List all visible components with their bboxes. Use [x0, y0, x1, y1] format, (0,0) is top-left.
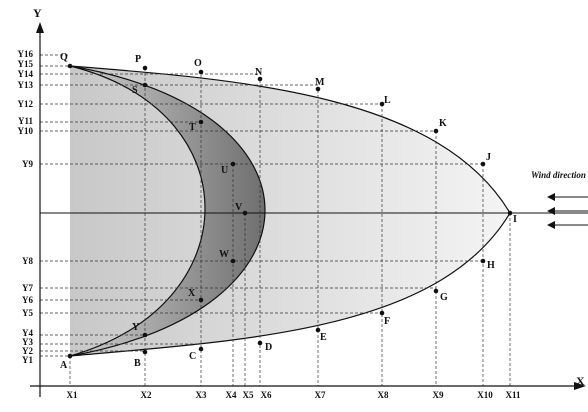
- marker-v: [242, 210, 248, 216]
- y-tick-y13: Y13: [18, 80, 34, 90]
- point-label-m: M: [315, 77, 325, 88]
- point-label-b: B: [134, 358, 141, 369]
- point-label-x: X: [188, 288, 196, 299]
- marker-a: [67, 353, 73, 359]
- wind-arrows: [547, 193, 588, 229]
- x-tick-x1: X1: [67, 390, 78, 400]
- point-label-n: N: [255, 67, 263, 78]
- wind-direction-label: Wind direction: [531, 170, 586, 180]
- y-tick-y3: Y3: [22, 337, 33, 347]
- x-axis-title: X: [576, 374, 585, 388]
- y-tick-y1: Y1: [22, 355, 33, 365]
- marker-m: [315, 86, 321, 92]
- y-tick-y16: Y16: [18, 49, 34, 59]
- point-markers: [67, 63, 513, 359]
- marker-f: [379, 310, 385, 316]
- point-label-s: S: [132, 85, 138, 96]
- x-tick-x10: X10: [477, 390, 493, 400]
- marker-q: [67, 63, 73, 69]
- marker-h: [480, 258, 486, 264]
- y-tick-y14: Y14: [18, 69, 34, 79]
- marker-w: [230, 258, 236, 264]
- x-tick-labels: X1 X2 X3 X4 X5 X6 X7 X8 X9 X10 X11: [67, 390, 521, 400]
- marker-i: [507, 210, 513, 216]
- y-tick-y6: Y6: [22, 295, 33, 305]
- y-tick-labels: Y1 Y2 Y3 Y4 Y5 Y6 Y7 Y8 Y9 Y10 Y11 Y12 Y…: [18, 49, 34, 365]
- x-tick-x6: X6: [261, 390, 272, 400]
- x-tick-x11: X11: [505, 390, 521, 400]
- point-label-p: P: [135, 54, 141, 65]
- point-label-i: I: [513, 214, 517, 225]
- x-tick-x8: X8: [378, 390, 389, 400]
- marker-c: [198, 346, 204, 352]
- point-label-u: U: [221, 165, 228, 176]
- marker-e: [315, 327, 321, 333]
- point-label-g: G: [440, 292, 448, 303]
- y-axis-arrowhead: [36, 22, 44, 33]
- marker-s: [142, 82, 148, 88]
- x-axis-arrowhead: [574, 382, 586, 390]
- y-tick-y7: Y7: [22, 283, 33, 293]
- point-label-o: O: [194, 58, 202, 69]
- marker-y: [142, 332, 148, 338]
- inner-curve: [69, 65, 206, 357]
- point-label-w: W: [219, 249, 229, 260]
- y-axis-title: Y: [33, 6, 42, 20]
- point-labels: A B C D E F G H I J K L M N O P Q S T U …: [60, 52, 517, 371]
- marker-o: [198, 69, 204, 75]
- x-tick-x9: X9: [433, 390, 444, 400]
- x-tick-x4: X4: [226, 390, 237, 400]
- point-label-k: K: [439, 118, 447, 129]
- marker-x: [198, 297, 204, 303]
- marker-u: [230, 161, 236, 167]
- x-tick-x2: X2: [141, 390, 152, 400]
- point-label-l: L: [384, 95, 391, 106]
- marker-j: [480, 161, 486, 167]
- middle-curve: [69, 65, 266, 357]
- point-label-f: F: [384, 316, 390, 327]
- point-label-y: Y: [132, 322, 140, 333]
- y-tick-y10: Y10: [18, 126, 34, 136]
- y-tick-y9: Y9: [22, 159, 33, 169]
- marker-n: [257, 76, 263, 82]
- x-tick-x3: X3: [196, 390, 207, 400]
- y-tick-y4: Y4: [22, 328, 33, 338]
- marker-l: [379, 101, 385, 107]
- y-tick-y5: Y5: [22, 308, 33, 318]
- point-label-e: E: [320, 332, 327, 343]
- point-label-h: H: [487, 260, 495, 271]
- point-label-q: Q: [60, 52, 68, 63]
- marker-b: [142, 349, 148, 355]
- inner-crescent-region: [70, 66, 265, 356]
- point-label-a: A: [60, 360, 68, 371]
- point-label-c: C: [189, 351, 196, 362]
- y-tick-y2: Y2: [22, 346, 33, 356]
- x-tick-x5: X5: [243, 390, 254, 400]
- y-tick-y11: Y11: [18, 116, 34, 126]
- point-label-v: V: [235, 202, 243, 213]
- point-label-d: D: [265, 342, 272, 353]
- y-tick-y8: Y8: [22, 256, 33, 266]
- outer-profile-region: [70, 66, 510, 356]
- marker-d: [257, 340, 263, 346]
- marker-k: [433, 128, 439, 134]
- x-tick-x7: X7: [315, 390, 326, 400]
- y-tick-y15: Y15: [18, 59, 34, 69]
- point-label-j: J: [486, 152, 491, 163]
- point-label-t: T: [189, 122, 196, 133]
- guide-lines: [40, 54, 511, 386]
- marker-g: [433, 288, 439, 294]
- marker-p: [142, 65, 148, 71]
- y-tick-y12: Y12: [18, 99, 34, 109]
- marker-t: [198, 119, 204, 125]
